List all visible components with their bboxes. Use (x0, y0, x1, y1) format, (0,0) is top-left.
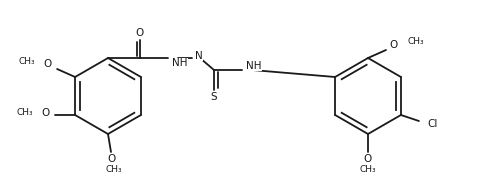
Text: N: N (195, 51, 203, 61)
Text: CH₃: CH₃ (105, 166, 122, 174)
Text: O: O (42, 108, 50, 118)
Text: CH₃: CH₃ (359, 166, 376, 174)
Text: O: O (136, 28, 144, 38)
Text: O: O (363, 154, 371, 164)
Text: CH₃: CH₃ (17, 108, 33, 118)
Text: O: O (44, 59, 52, 69)
Text: S: S (210, 92, 217, 102)
Text: NH: NH (172, 58, 187, 68)
Text: NH: NH (245, 61, 261, 71)
Text: O: O (389, 40, 397, 50)
Text: CH₃: CH₃ (19, 57, 35, 65)
Text: Cl: Cl (426, 119, 436, 129)
Text: O: O (107, 154, 115, 164)
Text: CH₃: CH₃ (407, 37, 424, 47)
